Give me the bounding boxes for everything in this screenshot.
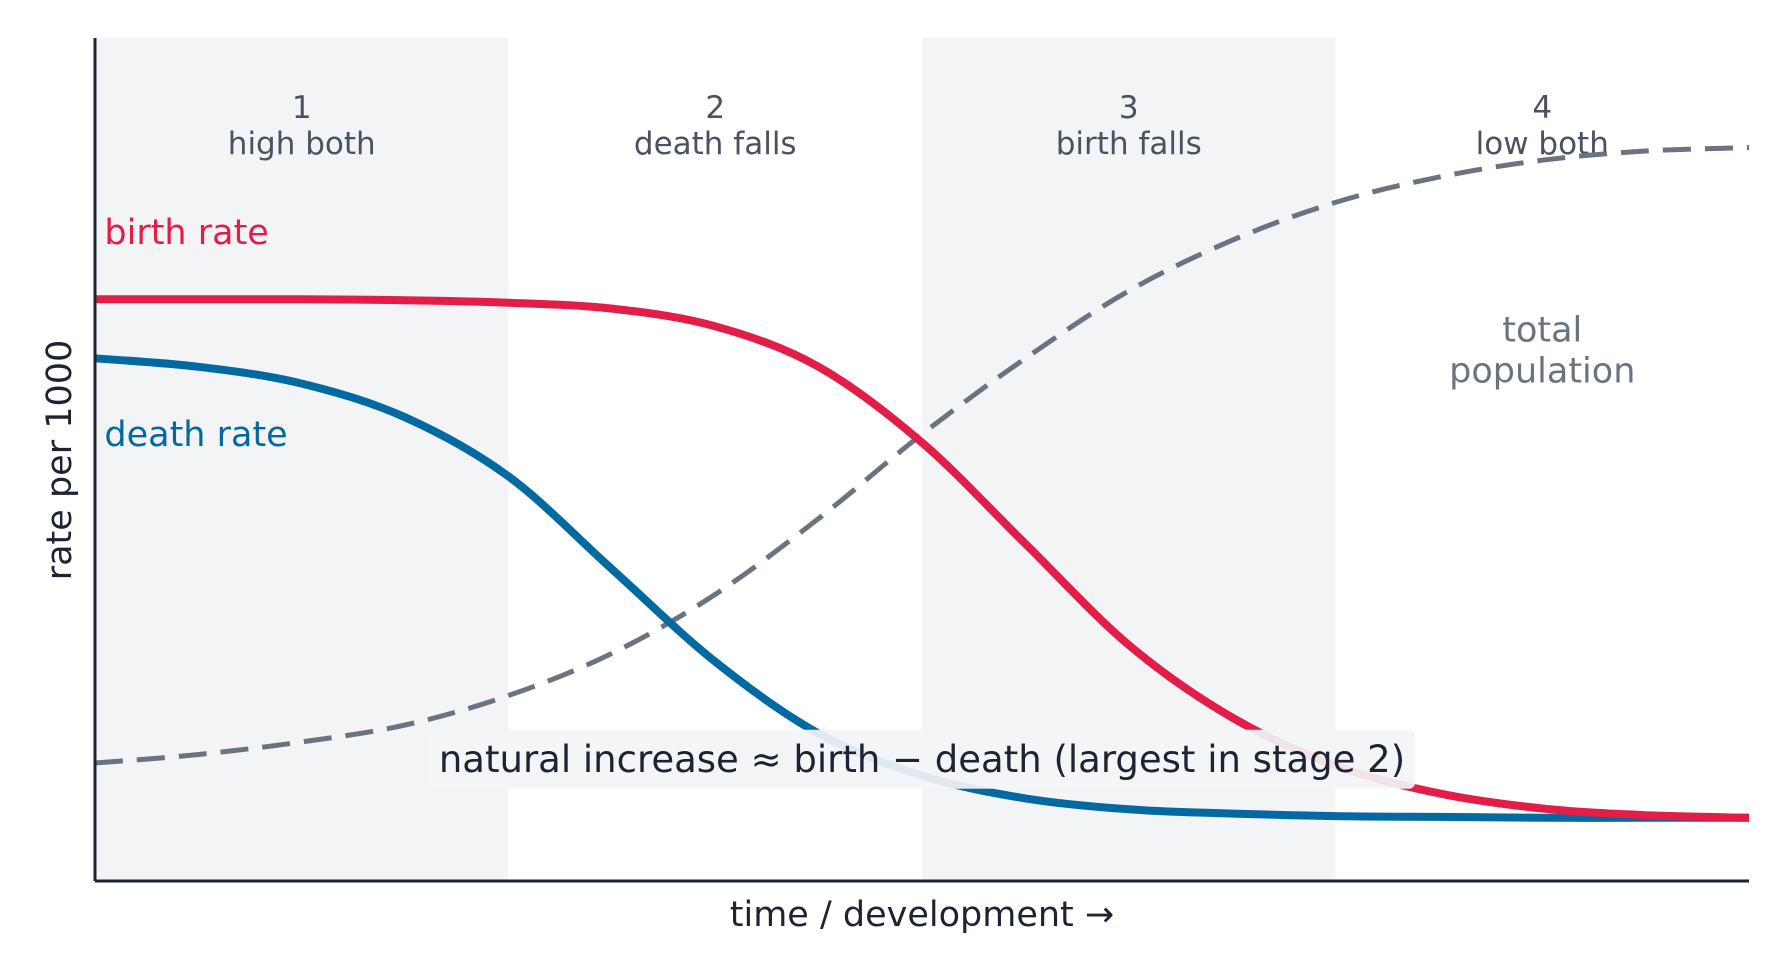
natural-increase-note: natural increase ≈ birth − death (larges… xyxy=(428,729,1416,789)
series-label-line: total xyxy=(1502,310,1582,350)
series-label-death-rate: death rate xyxy=(104,415,287,455)
stage-name-3: birth falls xyxy=(1056,126,1202,162)
stage-name-2: death falls xyxy=(634,126,797,162)
annotation-background xyxy=(428,729,1416,789)
y-axis-title: rate per 1000 xyxy=(40,340,80,581)
x-axis-title: time / development → xyxy=(730,895,1114,935)
stage-bands xyxy=(95,38,1336,881)
series-labels: birth rate death rate total population xyxy=(104,213,1635,455)
stage-number-4: 4 xyxy=(1532,90,1552,126)
stage-number-1: 1 xyxy=(292,90,312,126)
stage-name-1: high both xyxy=(228,126,376,162)
stage-number-3: 3 xyxy=(1119,90,1139,126)
annotation-text: natural increase ≈ birth − death (larges… xyxy=(439,738,1405,781)
series-label-birth-rate: birth rate xyxy=(104,213,268,253)
series-line-birth-rate xyxy=(94,295,1750,822)
series-line-total-population xyxy=(94,145,1750,766)
series-label-line: population xyxy=(1449,351,1635,391)
series-label-total-population: total population xyxy=(1449,310,1635,391)
stage-number-2: 2 xyxy=(705,90,725,126)
axes: time / development → rate per 1000 xyxy=(40,38,1749,935)
